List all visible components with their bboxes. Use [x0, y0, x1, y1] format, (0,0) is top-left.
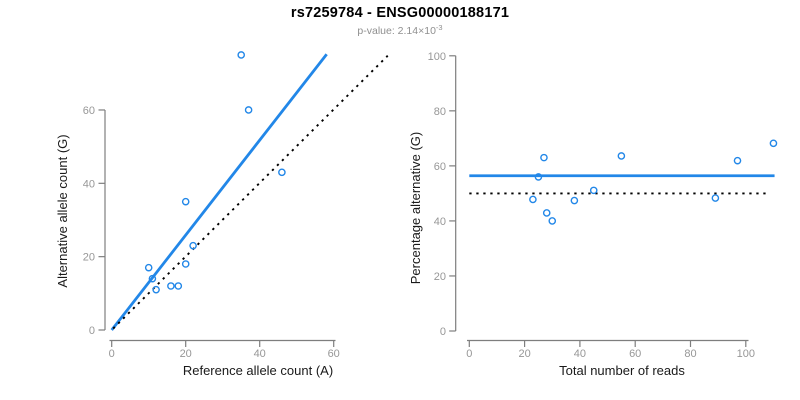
data-point [148, 274, 157, 283]
x-tick-label: 60 [328, 348, 340, 360]
data-point [548, 217, 557, 225]
data-point [181, 197, 190, 206]
identity-line [112, 55, 389, 330]
y-tick-label: 20 [83, 252, 95, 264]
x-tick-label: 80 [684, 348, 696, 360]
x-tick-label: 20 [180, 348, 192, 360]
x-tick-label: 100 [737, 348, 755, 360]
y-tick-label: 80 [434, 106, 446, 118]
data-point [589, 186, 598, 195]
y-tick-label: 40 [434, 216, 446, 228]
pvalue-subtitle: p-value: 2.14×10-3 [0, 23, 800, 37]
right-x-axis-title: Total number of reads [559, 363, 685, 378]
data-point [617, 152, 626, 160]
data-point [237, 51, 245, 59]
y-tick-label: 100 [428, 51, 446, 63]
y-tick-label: 20 [434, 271, 446, 283]
y-tick-label: 0 [89, 325, 95, 337]
data-point [540, 153, 548, 162]
pvalue-exponent: -3 [435, 23, 443, 32]
y-tick-label: 60 [83, 105, 95, 117]
pvalue-text: p-value: 2.14×10 [357, 25, 436, 37]
left-x-axis-title: Reference allele count (A) [183, 363, 333, 378]
percentage-scatter: 0 20 40 60 80 100 0 20 40 60 80 100 [428, 51, 778, 360]
data-point [733, 156, 742, 165]
data-point [167, 282, 175, 290]
data-point [174, 282, 183, 290]
x-tick-label: 60 [629, 348, 641, 360]
data-point [534, 173, 543, 181]
x-tick-label: 40 [574, 348, 586, 360]
y-tick-label: 60 [434, 161, 446, 173]
x-tick-label: 0 [109, 348, 115, 360]
allele-count-scatter: 0 20 40 60 0 20 40 60 [83, 51, 389, 360]
data-point [152, 285, 160, 294]
regression-line [110, 53, 328, 331]
data-point [542, 209, 551, 217]
data-point [529, 195, 537, 204]
data-point [711, 194, 720, 202]
page-title: rs7259784 - ENSG00000188171 [290, 5, 510, 21]
right-y-axis-title: Percentage alternative (G) [408, 132, 423, 284]
x-tick-label: 0 [466, 348, 472, 360]
data-point [278, 168, 286, 177]
y-tick-label: 40 [83, 178, 95, 190]
y-tick-label: 0 [440, 326, 446, 338]
data-point [570, 196, 579, 205]
data-point [181, 260, 190, 268]
left-y-axis-title: Alternative allele count (G) [55, 134, 70, 287]
data-point [769, 139, 778, 148]
x-tick-label: 40 [254, 348, 266, 360]
x-tick-label: 20 [518, 348, 530, 360]
data-point [144, 263, 153, 272]
data-point [244, 106, 253, 114]
data-point [189, 241, 197, 250]
